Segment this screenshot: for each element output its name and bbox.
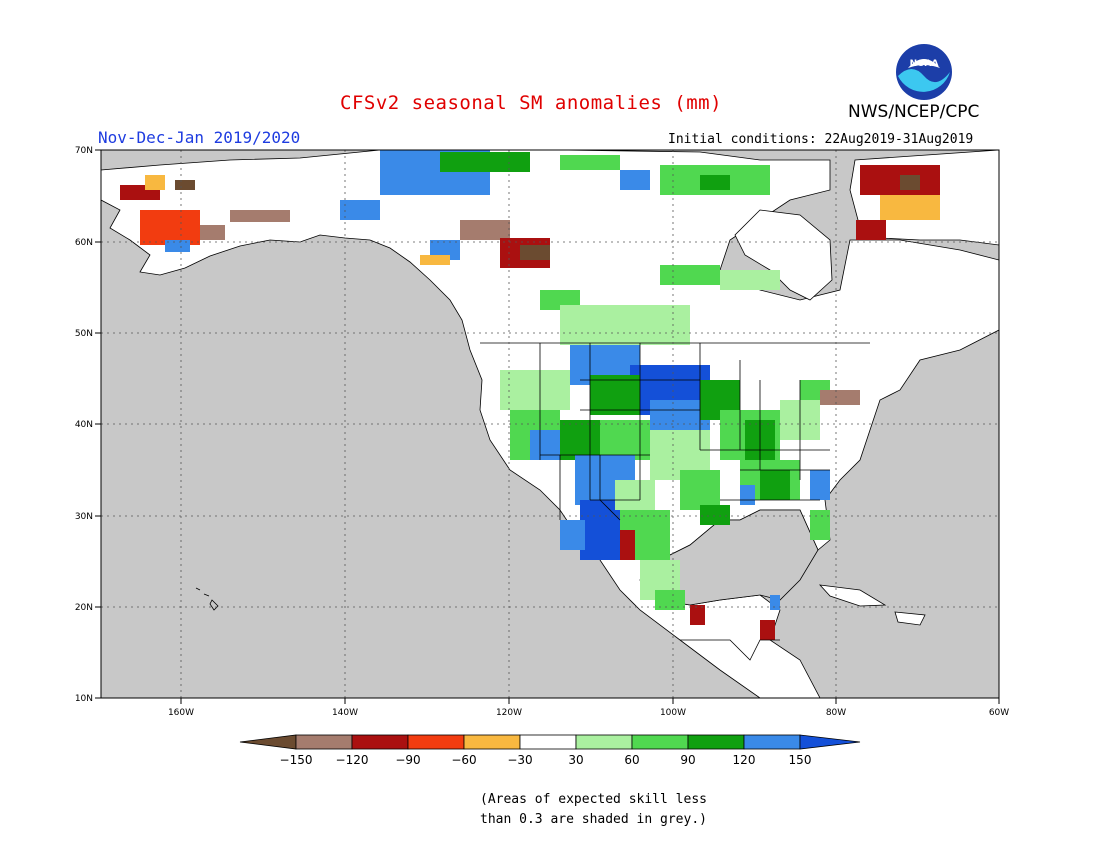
axis-ticks bbox=[95, 149, 1000, 704]
legend-swatch-below-minus-150 bbox=[239, 734, 297, 750]
legend-swatch-60 bbox=[631, 734, 689, 750]
logo-text: NOAA bbox=[910, 59, 939, 69]
lat-label-60n: 60N bbox=[75, 238, 93, 248]
season-label: Nov-Dec-Jan 2019/2020 bbox=[98, 128, 301, 147]
legend-labels: −150 −120 −90 −60 −30 30 60 90 120 150 bbox=[280, 753, 812, 767]
legend-swatch-minus-150 bbox=[295, 734, 353, 750]
lat-labels: 70N 60N 50N 40N 30N 20N 10N bbox=[75, 146, 93, 704]
legend-label: −150 bbox=[280, 753, 313, 767]
lon-label-120w: 120W bbox=[496, 708, 522, 718]
hawaii-islands bbox=[195, 587, 219, 611]
anomaly-patches bbox=[120, 150, 940, 640]
political-boundaries bbox=[480, 342, 870, 661]
legend-swatch-minus-30-to-30 bbox=[519, 734, 577, 750]
lat-label-30n: 30N bbox=[75, 512, 93, 522]
legend-swatch-minus-90 bbox=[407, 734, 465, 750]
noaa-logo: NOAA bbox=[896, 44, 952, 100]
legend-swatch-120 bbox=[743, 734, 801, 750]
legend-label: 90 bbox=[680, 753, 695, 767]
lon-labels: 160W 140W 120W 100W 80W 60W bbox=[168, 708, 1009, 718]
legend-label: −90 bbox=[395, 753, 420, 767]
initial-conditions-label: Initial conditions: 22Aug2019-31Aug2019 bbox=[668, 132, 974, 147]
lat-label-10n: 10N bbox=[75, 694, 93, 704]
graticule bbox=[101, 150, 999, 698]
footnote-line-2: than 0.3 are shaded in grey.) bbox=[480, 812, 707, 827]
land-layer bbox=[101, 150, 999, 698]
legend-swatch-minus-120 bbox=[351, 734, 409, 750]
lon-label-80w: 80W bbox=[826, 708, 846, 718]
chart-title: CFSv2 seasonal SM anomalies (mm) bbox=[340, 92, 723, 114]
legend-label: 60 bbox=[624, 753, 639, 767]
lon-label-60w: 60W bbox=[989, 708, 1009, 718]
lat-label-20n: 20N bbox=[75, 603, 93, 613]
legend-swatch-minus-60 bbox=[463, 734, 521, 750]
lat-label-50n: 50N bbox=[75, 329, 93, 339]
legend-label: 120 bbox=[733, 753, 756, 767]
lon-label-100w: 100W bbox=[660, 708, 686, 718]
caribbean-islands bbox=[818, 584, 926, 626]
lon-label-160w: 160W bbox=[168, 708, 194, 718]
lon-label-140w: 140W bbox=[332, 708, 358, 718]
footnote-line-1: (Areas of expected skill less bbox=[480, 792, 707, 807]
legend-label: 30 bbox=[568, 753, 583, 767]
agency-label: NWS/NCEP/CPC bbox=[848, 102, 980, 122]
legend-swatch-90 bbox=[687, 734, 745, 750]
legend-label: −120 bbox=[336, 753, 369, 767]
legend-label: −30 bbox=[507, 753, 532, 767]
legend-swatch-30 bbox=[575, 734, 633, 750]
color-legend bbox=[239, 734, 861, 750]
legend-label: 150 bbox=[789, 753, 812, 767]
lat-label-40n: 40N bbox=[75, 420, 93, 430]
legend-swatch-above-150 bbox=[799, 734, 861, 750]
lat-label-70n: 70N bbox=[75, 146, 93, 156]
legend-label: −60 bbox=[451, 753, 476, 767]
hudson-bay bbox=[734, 209, 833, 301]
